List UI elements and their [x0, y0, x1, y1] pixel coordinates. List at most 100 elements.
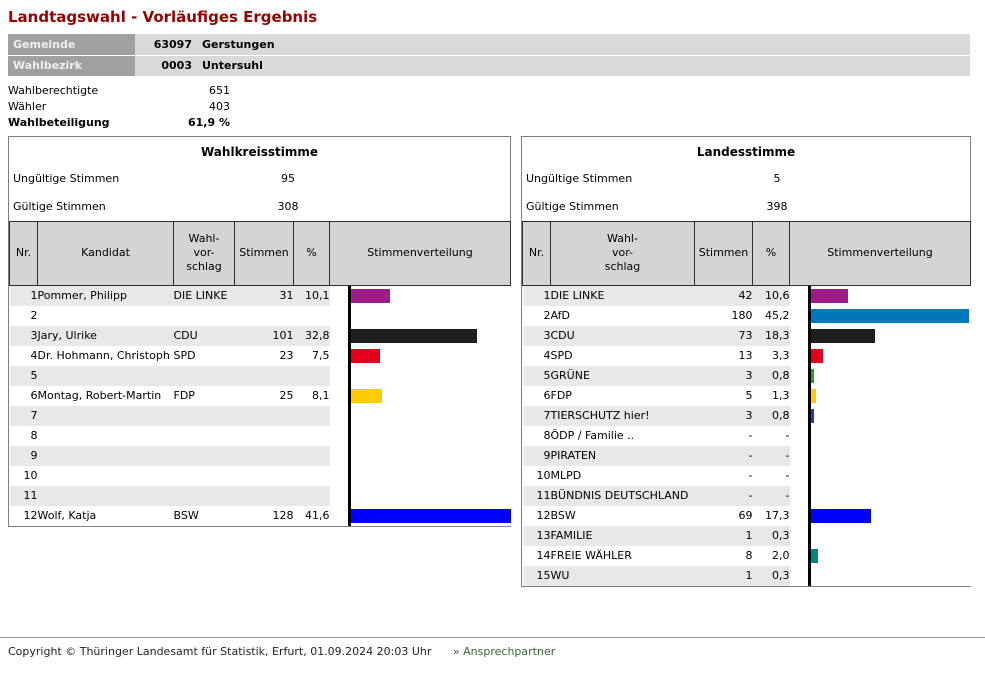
row-chart-cell — [789, 305, 971, 326]
table-row: 8 ÖDP / Familie .. - - — [523, 425, 971, 446]
row-nr: 10 — [23, 468, 38, 482]
row-pct — [293, 485, 330, 506]
row-nr: 4 — [543, 348, 551, 362]
row-stimmen: 42 — [694, 285, 753, 306]
col-header-wahlvorschlag: Wahl- vor- schlag — [173, 220, 235, 286]
row-chart-cell — [789, 405, 971, 426]
row-chart-cell — [789, 445, 971, 466]
valid-votes-row: Gültige Stimmen 308 — [9, 193, 510, 221]
row-wahlvorschlag: AfD — [550, 308, 570, 322]
results-panels: Wahlkreisstimme Ungültige Stimmen 95 Gül… — [8, 135, 977, 587]
table-row: 4 SPD 13 3,3 — [523, 345, 971, 366]
row-chart-cell — [329, 285, 511, 306]
row-pct — [293, 365, 330, 386]
row-chart-cell — [789, 485, 971, 506]
chart-axis — [347, 365, 351, 386]
row-nr: 6 — [30, 388, 38, 402]
table-row: 5 GRÜNE 3 0,8 — [522, 365, 971, 386]
vote-share-bar — [810, 348, 823, 363]
row-chart-cell — [789, 425, 971, 446]
col-header-nr: Nr. — [9, 220, 38, 286]
info-row-gemeinde: Gemeinde 63097 Gerstungen — [8, 34, 970, 56]
invalid-votes-row: Ungültige Stimmen 95 — [9, 165, 510, 193]
row-nr: 8 — [30, 428, 38, 442]
row-kandidat: Pommer, Philipp — [37, 285, 174, 306]
row-pct: 41,6 — [305, 508, 330, 522]
row-stimmen: 1 — [694, 565, 753, 586]
table-header-row: Nr. Wahl- vor- schlag Stimmen % Stimmenv… — [522, 220, 971, 286]
row-wahlvorschlag: GRÜNE — [550, 365, 695, 386]
row-wahlvorschlag: CDU — [173, 325, 235, 346]
vote-share-bar — [810, 548, 818, 563]
gemeinde-name: Gerstungen — [193, 34, 970, 56]
row-nr: 7 — [9, 405, 38, 426]
row-kandidat — [38, 426, 174, 446]
row-wahlvorschlag: FREIE WÄHLER — [550, 548, 632, 562]
chart-axis — [347, 345, 351, 366]
row-wahlvorschlag: ÖDP / Familie .. — [550, 428, 635, 442]
chart-axis — [347, 505, 351, 526]
row-chart-cell — [329, 385, 511, 406]
row-kandidat: Montag, Robert-Martin — [37, 388, 162, 402]
row-stimmen: 8 — [745, 548, 753, 562]
table-row: 12 BSW 69 17,3 — [523, 505, 971, 526]
table-row: 2 AfD 180 45,2 — [523, 305, 971, 326]
row-nr: 4 — [30, 348, 38, 362]
row-wahlvorschlag: TIERSCHUTZ hier! — [550, 405, 695, 426]
vote-share-bar — [350, 328, 477, 343]
row-chart-cell — [329, 345, 511, 366]
wahlbezirk-name: Untersuhl — [193, 55, 970, 77]
row-wahlvorschlag: WU — [550, 565, 695, 586]
row-stimmen: 1 — [694, 525, 753, 546]
row-wahlvorschlag: FAMILIE — [550, 525, 695, 546]
row-pct: 2,0 — [772, 548, 790, 562]
page-footer: Copyright © Thüringer Landesamt für Stat… — [0, 637, 985, 658]
table-header-row: Nr. Kandidat Wahl- vor- schlag Stimmen %… — [9, 220, 511, 286]
row-chart-cell — [789, 545, 971, 566]
invalid-votes-value: 5 — [773, 172, 781, 185]
summary-row: Wahlberechtigte 651 — [8, 83, 977, 99]
turnout-summary: Wahlberechtigte 651 Wähler 403 Wahlbetei… — [8, 83, 977, 131]
vote-share-bar — [810, 408, 814, 423]
row-stimmen: 69 — [738, 508, 753, 522]
row-stimmen — [235, 306, 294, 326]
wahlberechtigte-value: 651 — [209, 84, 230, 97]
table-row: 9 — [9, 445, 511, 466]
valid-votes-row: Gültige Stimmen 398 — [522, 193, 970, 221]
table-row: 15 WU 1 0,3 — [522, 565, 971, 586]
landesstimme-table: Nr. Wahl- vor- schlag Stimmen % Stimmenv… — [522, 220, 971, 586]
row-nr: 9 — [9, 445, 38, 466]
row-wahlvorschlag: BÜNDNIS DEUTSCHLAND — [550, 485, 695, 506]
chart-axis — [807, 425, 811, 446]
table-row: 14 FREIE WÄHLER 8 2,0 — [523, 545, 971, 566]
row-nr: 5 — [522, 365, 551, 386]
table-row: 4 Dr. Hohmann, Christoph SPD 23 7,5 — [10, 345, 511, 366]
wahlbeteiligung-value: 61,9 % — [188, 116, 230, 129]
row-wahlvorschlag: DIE LINKE — [550, 285, 695, 306]
col-header-stimmen: Stimmen — [234, 220, 294, 286]
row-stimmen: 5 — [745, 388, 753, 402]
row-wahlvorschlag: FDP — [173, 388, 195, 402]
table-row: 10 MLPD - - — [523, 465, 971, 486]
row-stimmen: 101 — [234, 325, 294, 346]
table-row: 5 — [9, 365, 511, 386]
row-chart-cell — [789, 565, 971, 586]
row-nr: 3 — [9, 325, 38, 346]
row-chart-cell — [329, 365, 511, 386]
row-wahlvorschlag — [173, 365, 235, 386]
row-nr: 10 — [536, 468, 551, 482]
row-pct: 32,8 — [293, 325, 330, 346]
row-wahlvorschlag: SPD — [173, 348, 196, 362]
chart-axis — [807, 325, 811, 346]
row-chart-cell — [789, 385, 971, 406]
ansprechpartner-link[interactable]: » Ansprechpartner — [452, 645, 556, 658]
chart-axis — [347, 305, 351, 326]
chart-axis — [807, 565, 811, 586]
valid-votes-label: Gültige Stimmen — [526, 200, 619, 213]
row-pct — [293, 445, 330, 466]
row-wahlvorschlag — [173, 445, 235, 466]
row-pct: - — [752, 485, 790, 506]
chart-axis — [807, 485, 811, 506]
row-kandidat — [37, 445, 174, 466]
chart-axis — [807, 525, 811, 546]
